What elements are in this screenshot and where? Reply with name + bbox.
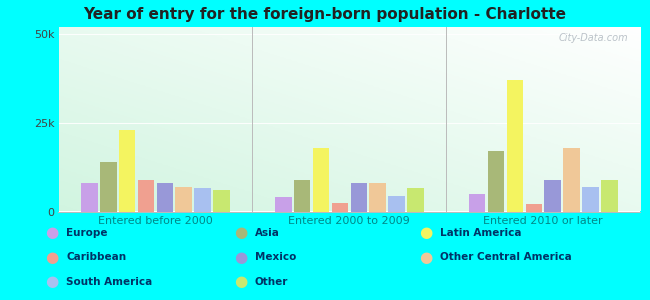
Text: City-Data.com: City-Data.com bbox=[559, 32, 629, 43]
Text: Other: Other bbox=[255, 277, 288, 287]
Bar bbox=[275, 197, 291, 212]
Bar bbox=[506, 80, 523, 212]
Bar bbox=[100, 162, 116, 212]
Bar bbox=[408, 188, 424, 212]
Bar bbox=[582, 187, 599, 211]
Text: ●: ● bbox=[234, 274, 247, 289]
Text: Year of entry for the foreign-born population - Charlotte: Year of entry for the foreign-born popul… bbox=[83, 7, 567, 22]
Bar bbox=[601, 180, 618, 211]
Text: Latin America: Latin America bbox=[440, 227, 521, 238]
Bar bbox=[176, 187, 192, 211]
Bar bbox=[119, 130, 135, 212]
Text: Caribbean: Caribbean bbox=[66, 252, 126, 262]
Text: ●: ● bbox=[419, 250, 432, 265]
Bar bbox=[388, 196, 405, 211]
Text: ●: ● bbox=[46, 274, 58, 289]
Bar bbox=[545, 180, 561, 211]
Text: ●: ● bbox=[46, 250, 58, 265]
Text: Asia: Asia bbox=[255, 227, 280, 238]
Text: ●: ● bbox=[419, 225, 432, 240]
Text: Europe: Europe bbox=[66, 227, 108, 238]
Text: South America: South America bbox=[66, 277, 153, 287]
Bar bbox=[332, 202, 348, 211]
Text: Mexico: Mexico bbox=[255, 252, 296, 262]
Bar bbox=[138, 180, 154, 211]
Bar bbox=[564, 148, 580, 212]
Text: Other Central America: Other Central America bbox=[440, 252, 572, 262]
Bar bbox=[469, 194, 486, 212]
Bar bbox=[157, 183, 174, 212]
Bar bbox=[213, 190, 230, 211]
Text: ●: ● bbox=[234, 250, 247, 265]
Bar bbox=[369, 183, 386, 212]
Bar bbox=[350, 183, 367, 212]
Bar bbox=[194, 188, 211, 212]
Bar bbox=[525, 204, 542, 211]
Bar bbox=[294, 180, 311, 211]
Bar bbox=[488, 151, 504, 211]
Bar bbox=[81, 183, 98, 212]
Text: ●: ● bbox=[234, 225, 247, 240]
Text: ●: ● bbox=[46, 225, 58, 240]
Bar bbox=[313, 148, 330, 212]
